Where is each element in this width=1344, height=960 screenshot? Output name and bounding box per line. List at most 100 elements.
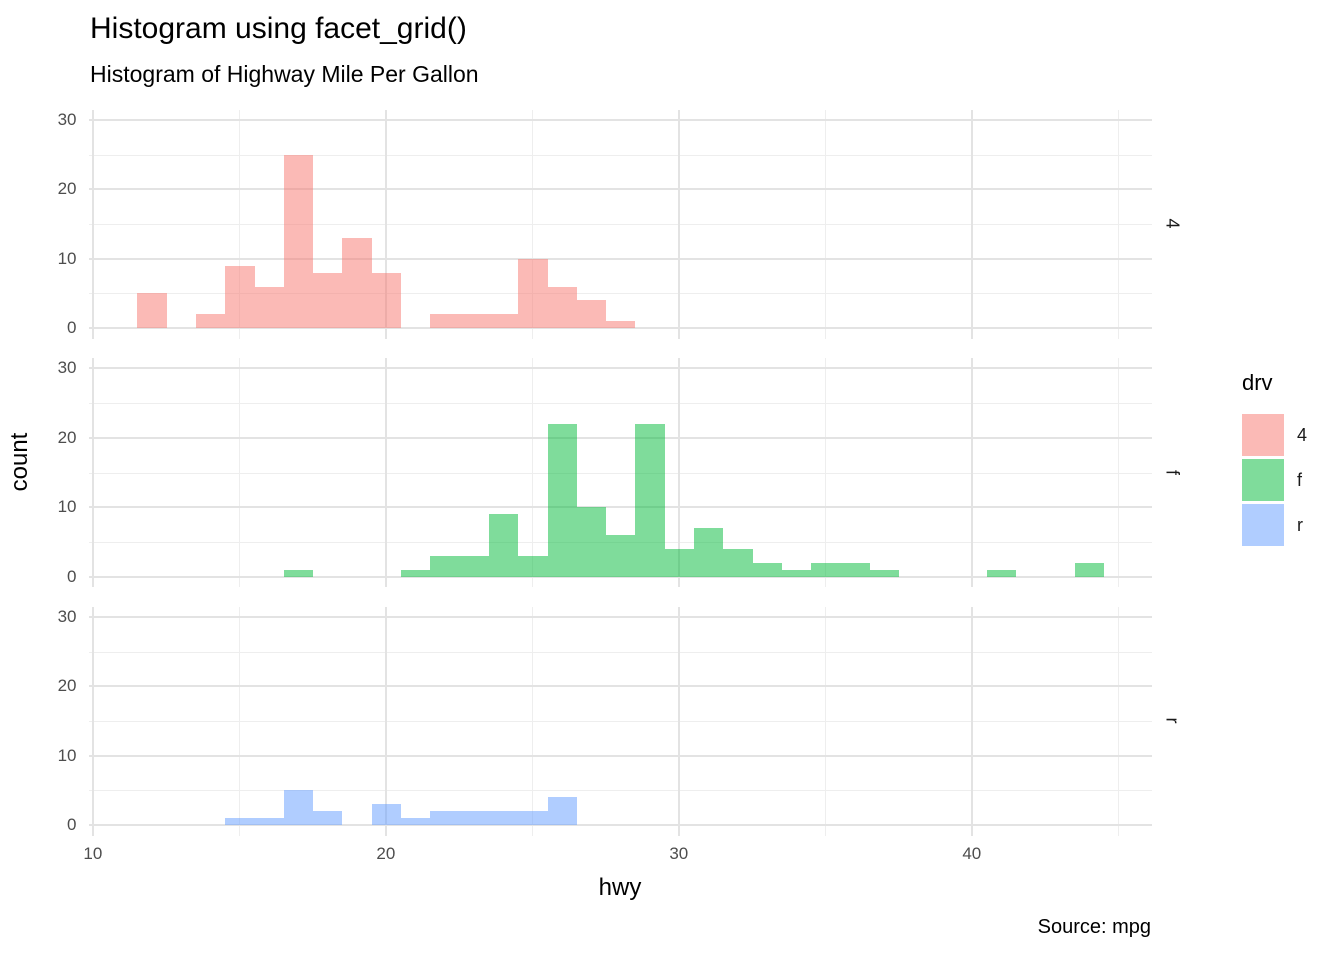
gridline-x-minor bbox=[239, 358, 241, 587]
facet-strip-label: r bbox=[1162, 717, 1183, 724]
histogram-bar bbox=[283, 790, 313, 826]
gridline-y-major bbox=[88, 685, 1152, 688]
gridline-x-minor bbox=[1118, 109, 1120, 339]
histogram-bar bbox=[429, 314, 460, 329]
histogram-bar bbox=[781, 569, 811, 577]
legend-title: drv bbox=[1242, 370, 1273, 395]
y-tick-label: 20 bbox=[57, 427, 77, 447]
histogram-bar bbox=[341, 237, 372, 329]
gridline-x-minor bbox=[239, 606, 241, 836]
histogram-bar bbox=[312, 272, 342, 329]
gridline-x-major bbox=[384, 606, 387, 836]
histogram-bar bbox=[459, 811, 489, 826]
y-tick-label: 0 bbox=[67, 815, 77, 835]
gridline-x-minor bbox=[825, 109, 827, 339]
histogram-bar bbox=[547, 286, 577, 329]
gridline-y-major bbox=[88, 615, 1152, 618]
facet-strip-label: 4 bbox=[1162, 218, 1183, 229]
histogram-bar bbox=[312, 811, 342, 826]
histogram-bar bbox=[869, 569, 899, 577]
legend-label-f: f bbox=[1297, 469, 1303, 490]
histogram-bar bbox=[634, 423, 665, 577]
histogram-bar bbox=[752, 562, 782, 577]
histogram-bar bbox=[136, 293, 167, 329]
gridline-y-major bbox=[88, 118, 1152, 121]
histogram-bar bbox=[517, 555, 548, 577]
legend-swatch-r bbox=[1242, 504, 1284, 546]
gridline-y-major bbox=[88, 436, 1152, 439]
gridline-x-major bbox=[384, 109, 387, 339]
legend-key-r: r bbox=[1242, 504, 1307, 546]
legend-keys: 4 f r bbox=[1242, 414, 1307, 546]
gridline-y-major bbox=[88, 188, 1152, 191]
y-tick-label: 10 bbox=[57, 745, 77, 765]
histogram-bar bbox=[488, 514, 518, 577]
gridline-x-major bbox=[91, 606, 94, 836]
gridline-x-minor bbox=[239, 109, 241, 339]
y-tick-label: 20 bbox=[57, 676, 77, 696]
histogram-bar bbox=[429, 555, 460, 577]
facet-panel-4 bbox=[88, 109, 1152, 339]
gridline-y-major bbox=[88, 575, 1152, 578]
histogram-bar bbox=[371, 272, 401, 329]
y-tick-label: 30 bbox=[57, 109, 77, 129]
gridline-x-minor bbox=[1118, 606, 1120, 836]
histogram-bar bbox=[664, 548, 694, 577]
gridline-y-major bbox=[88, 754, 1152, 757]
legend: drv 4 f r bbox=[1242, 370, 1307, 549]
facet-panel-f bbox=[88, 358, 1152, 587]
gridline-y-major bbox=[88, 257, 1152, 260]
gridline-x-major bbox=[677, 606, 680, 836]
gridline-x-major bbox=[677, 358, 680, 587]
gridline-x-minor bbox=[825, 358, 827, 587]
legend-label-r: r bbox=[1297, 514, 1303, 535]
gridline-y-minor bbox=[88, 224, 1152, 225]
histogram-bar bbox=[371, 804, 401, 826]
gridline-x-major bbox=[970, 358, 973, 587]
gridline-x-minor bbox=[532, 109, 534, 339]
gridline-x-major bbox=[970, 109, 973, 339]
histogram-bar bbox=[605, 535, 635, 577]
x-tick-label: 30 bbox=[669, 844, 689, 863]
histogram-bar bbox=[605, 321, 635, 329]
y-tick-label: 0 bbox=[67, 566, 77, 586]
histogram-bar bbox=[810, 562, 840, 577]
facet-panel-r bbox=[88, 606, 1152, 836]
histogram-bar bbox=[283, 154, 313, 329]
legend-swatch-4 bbox=[1242, 414, 1284, 456]
plot-subtitle: Histogram of Highway Mile Per Gallon bbox=[90, 61, 479, 87]
histogram-bar bbox=[1074, 562, 1104, 577]
facet-strip-label: f bbox=[1162, 469, 1183, 475]
gridline-x-major bbox=[91, 358, 94, 587]
histogram-bar bbox=[400, 818, 430, 826]
histogram-bar bbox=[517, 258, 548, 329]
x-tick-label: 20 bbox=[376, 844, 396, 863]
y-tick-label: 20 bbox=[57, 179, 77, 199]
gridline-x-major bbox=[677, 109, 680, 339]
histogram-bar bbox=[547, 797, 577, 826]
histogram-bar bbox=[693, 528, 723, 577]
x-tick-label: 10 bbox=[83, 844, 103, 863]
y-axis-title: count bbox=[6, 432, 33, 492]
histogram-bar bbox=[576, 300, 606, 329]
gridline-y-minor bbox=[88, 472, 1152, 474]
legend-key-f: f bbox=[1242, 459, 1307, 501]
gridline-y-minor bbox=[88, 293, 1152, 295]
histogram-bar bbox=[283, 569, 313, 577]
histogram-bar bbox=[722, 548, 753, 577]
histogram-bar bbox=[224, 818, 255, 826]
histogram-bar bbox=[488, 314, 518, 329]
y-tick-label: 30 bbox=[57, 606, 77, 626]
gridline-y-major bbox=[88, 506, 1152, 509]
caption: Source: mpg bbox=[1037, 916, 1151, 938]
gridline-x-major bbox=[91, 109, 94, 339]
gridline-y-minor bbox=[88, 721, 1152, 722]
histogram-bar bbox=[400, 569, 430, 577]
histogram-bar bbox=[224, 265, 255, 329]
y-tick-label: 10 bbox=[57, 248, 77, 268]
histogram-bar bbox=[839, 562, 870, 577]
legend-label-4: 4 bbox=[1297, 424, 1308, 445]
gridline-y-minor bbox=[88, 651, 1152, 653]
histogram-bar bbox=[986, 569, 1016, 577]
